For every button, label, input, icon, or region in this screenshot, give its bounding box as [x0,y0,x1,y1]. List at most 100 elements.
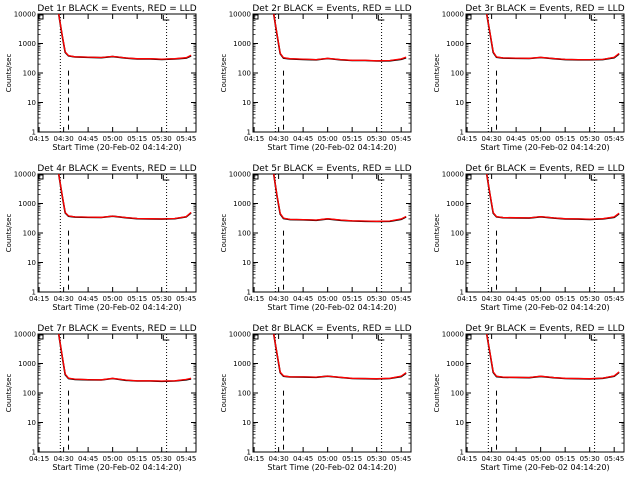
corner-marker [162,175,170,181]
x-tick-label: 05:15 [127,295,147,303]
x-tick-label: 05:00 [318,455,338,463]
x-tick-label: 05:00 [318,135,338,143]
chart-title: Det 5r BLACK = Events, RED = LLD [252,164,411,174]
chart-title: Det 8r BLACK = Events, RED = LLD [252,324,411,334]
y-tick-label: 10000 [14,171,36,179]
y-tick-label: 1 [247,129,251,137]
x-tick-label: 04:30 [482,455,502,463]
x-axis-label: Start Time (20-Feb-02 04:14:20) [267,303,396,312]
y-tick-label: 10000 [442,331,464,339]
y-tick-label: 1 [32,129,36,137]
y-tick-label: 1000 [446,40,464,48]
chart-title: Det 2r BLACK = Events, RED = LLD [252,4,411,14]
y-tick-label: 10 [455,419,464,427]
y-axis-label: Counts/sec [5,374,13,413]
y-axis-label: Counts/sec [433,374,441,413]
y-tick-label: 1000 [233,40,251,48]
series-line-lld [58,173,192,220]
x-tick-label: 05:15 [127,135,147,143]
corner-marker [162,15,170,21]
x-tick-label: 05:30 [580,295,600,303]
x-tick-label: 05:45 [176,455,196,463]
chart-panel-5: Det 5r BLACK = Events, RED = LLD 1 10 100 10… [220,164,412,312]
x-tick-label: 05:45 [604,135,624,143]
x-tick-label: 05:15 [127,455,147,463]
corner-marker [466,14,472,20]
series-line-lld [273,13,407,62]
x-axis-label: Start Time (20-Feb-02 04:14:20) [52,143,181,152]
y-tick-label: 1000 [18,360,36,368]
y-tick-label: 10000 [229,331,251,339]
chart-title: Det 1r BLACK = Events, RED = LLD [37,4,196,14]
x-tick-label: 05:30 [152,295,172,303]
x-tick-label: 05:30 [152,135,172,143]
x-axis-label: Start Time (20-Feb-02 04:14:20) [480,143,609,152]
chart-panel-6: Det 6r BLACK = Events, RED = LLD 1 10 100 10… [433,164,625,312]
y-axis-label: Counts/sec [220,54,228,93]
x-tick-label: 04:15 [29,295,49,303]
series-line-lld [486,13,620,61]
y-tick-label: 10000 [14,11,36,19]
chart-panel-8: Det 8r BLACK = Events, RED = LLD 1 10 100 10… [220,324,412,472]
y-tick-label: 100 [238,390,251,398]
series-line-lld [58,13,192,60]
x-tick-label: 05:30 [367,295,387,303]
y-tick-label: 1 [247,289,251,297]
x-tick-label: 05:45 [176,135,196,143]
y-tick-label: 10000 [14,331,36,339]
x-tick-label: 05:45 [391,135,411,143]
x-tick-label: 05:15 [555,135,575,143]
x-tick-label: 05:00 [103,455,123,463]
chart-panel-1: Det 1r BLACK = Events, RED = LLD 1 10 100 10… [5,4,197,152]
y-tick-label: 1000 [18,200,36,208]
x-tick-label: 05:00 [103,295,123,303]
x-tick-label: 04:30 [54,295,74,303]
y-tick-label: 1000 [233,200,251,208]
x-tick-label: 04:45 [506,455,526,463]
y-tick-label: 1000 [446,360,464,368]
x-axis-label: Start Time (20-Feb-02 04:14:20) [480,303,609,312]
series-line-events [272,13,407,62]
x-tick-label: 04:30 [54,135,74,143]
series-line-lld [486,333,620,380]
x-axis-label: Start Time (20-Feb-02 04:14:20) [267,463,396,472]
y-tick-label: 100 [238,70,251,78]
x-tick-label: 04:30 [482,135,502,143]
chart-panel-7: Det 7r BLACK = Events, RED = LLD 1 10 100 10… [5,324,197,472]
x-tick-label: 04:15 [244,455,264,463]
corner-marker [162,335,170,341]
chart-title: Det 6r BLACK = Events, RED = LLD [465,164,624,174]
y-axis-label: Counts/sec [5,54,13,93]
series-line-lld [273,173,407,222]
x-tick-label: 05:00 [531,295,551,303]
corner-marker [38,174,44,180]
x-tick-label: 05:45 [391,455,411,463]
y-tick-label: 10 [242,99,251,107]
y-tick-label: 1000 [233,360,251,368]
series-line-lld [486,173,620,220]
x-tick-label: 04:15 [244,295,264,303]
y-tick-label: 1000 [18,40,36,48]
y-tick-label: 100 [451,390,464,398]
y-tick-label: 100 [451,230,464,238]
series-line-events [485,173,620,221]
x-axis-label: Start Time (20-Feb-02 04:14:20) [52,463,181,472]
y-tick-label: 1 [32,289,36,297]
y-tick-label: 1 [247,449,251,457]
x-tick-label: 05:00 [531,135,551,143]
corner-marker [377,335,385,341]
x-tick-label: 05:15 [342,455,362,463]
corner-marker [590,15,598,21]
x-tick-label: 04:30 [482,295,502,303]
y-tick-label: 1000 [446,200,464,208]
x-tick-label: 04:30 [269,135,289,143]
x-tick-label: 04:45 [78,135,98,143]
y-axis-label: Counts/sec [433,54,441,93]
y-tick-label: 100 [23,390,36,398]
chart-title: Det 7r BLACK = Events, RED = LLD [37,324,196,334]
corner-marker [466,334,472,340]
x-tick-label: 05:30 [152,455,172,463]
y-tick-label: 10 [242,259,251,267]
y-axis-label: Counts/sec [433,214,441,253]
